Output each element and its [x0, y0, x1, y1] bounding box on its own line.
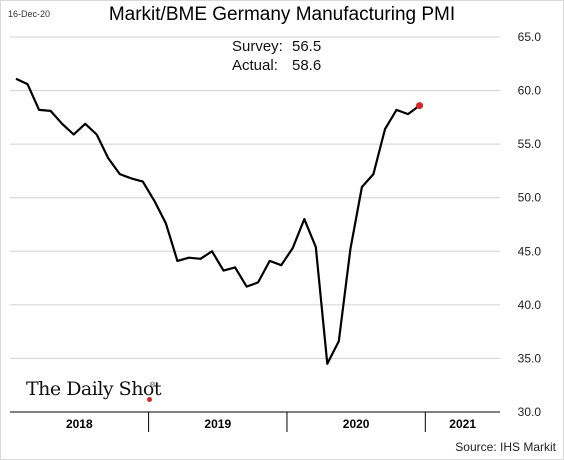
x-tick-label: 2020	[343, 417, 370, 431]
daily-shot-logo: The Daily Shot	[26, 378, 162, 400]
latest-point-marker	[416, 102, 424, 110]
actual-annotation: Actual: 58.6	[232, 57, 321, 74]
x-tick-label: 2021	[449, 417, 476, 431]
survey-value: 56.5	[292, 38, 322, 55]
y-tick-label: 65.0	[518, 30, 542, 44]
x-tick-label: 2018	[66, 417, 93, 431]
date-stamp: 16-Dec-20	[8, 9, 51, 19]
registered-mark-icon: ®	[150, 382, 156, 389]
source-note: Source: IHS Markit	[455, 440, 556, 454]
chart-title: Markit/BME Germany Manufacturing PMI	[108, 4, 456, 25]
y-tick-label: 30.0	[518, 405, 542, 419]
survey-label: Survey:	[232, 38, 283, 55]
actual-value: 58.6	[292, 57, 322, 74]
x-tick-label: 2019	[204, 417, 231, 431]
y-tick-label: 45.0	[518, 244, 542, 258]
y-tick-label: 40.0	[518, 298, 542, 312]
y-tick-label: 50.0	[518, 191, 542, 205]
y-tick-label: 55.0	[518, 137, 542, 151]
y-tick-label: 35.0	[518, 351, 542, 365]
survey-annotation: Survey: 56.5	[232, 38, 321, 55]
actual-label: Actual:	[232, 57, 278, 74]
y-tick-label: 60.0	[518, 84, 542, 98]
pmi-series-line	[15, 77, 421, 365]
logo-dot-icon	[147, 397, 152, 402]
